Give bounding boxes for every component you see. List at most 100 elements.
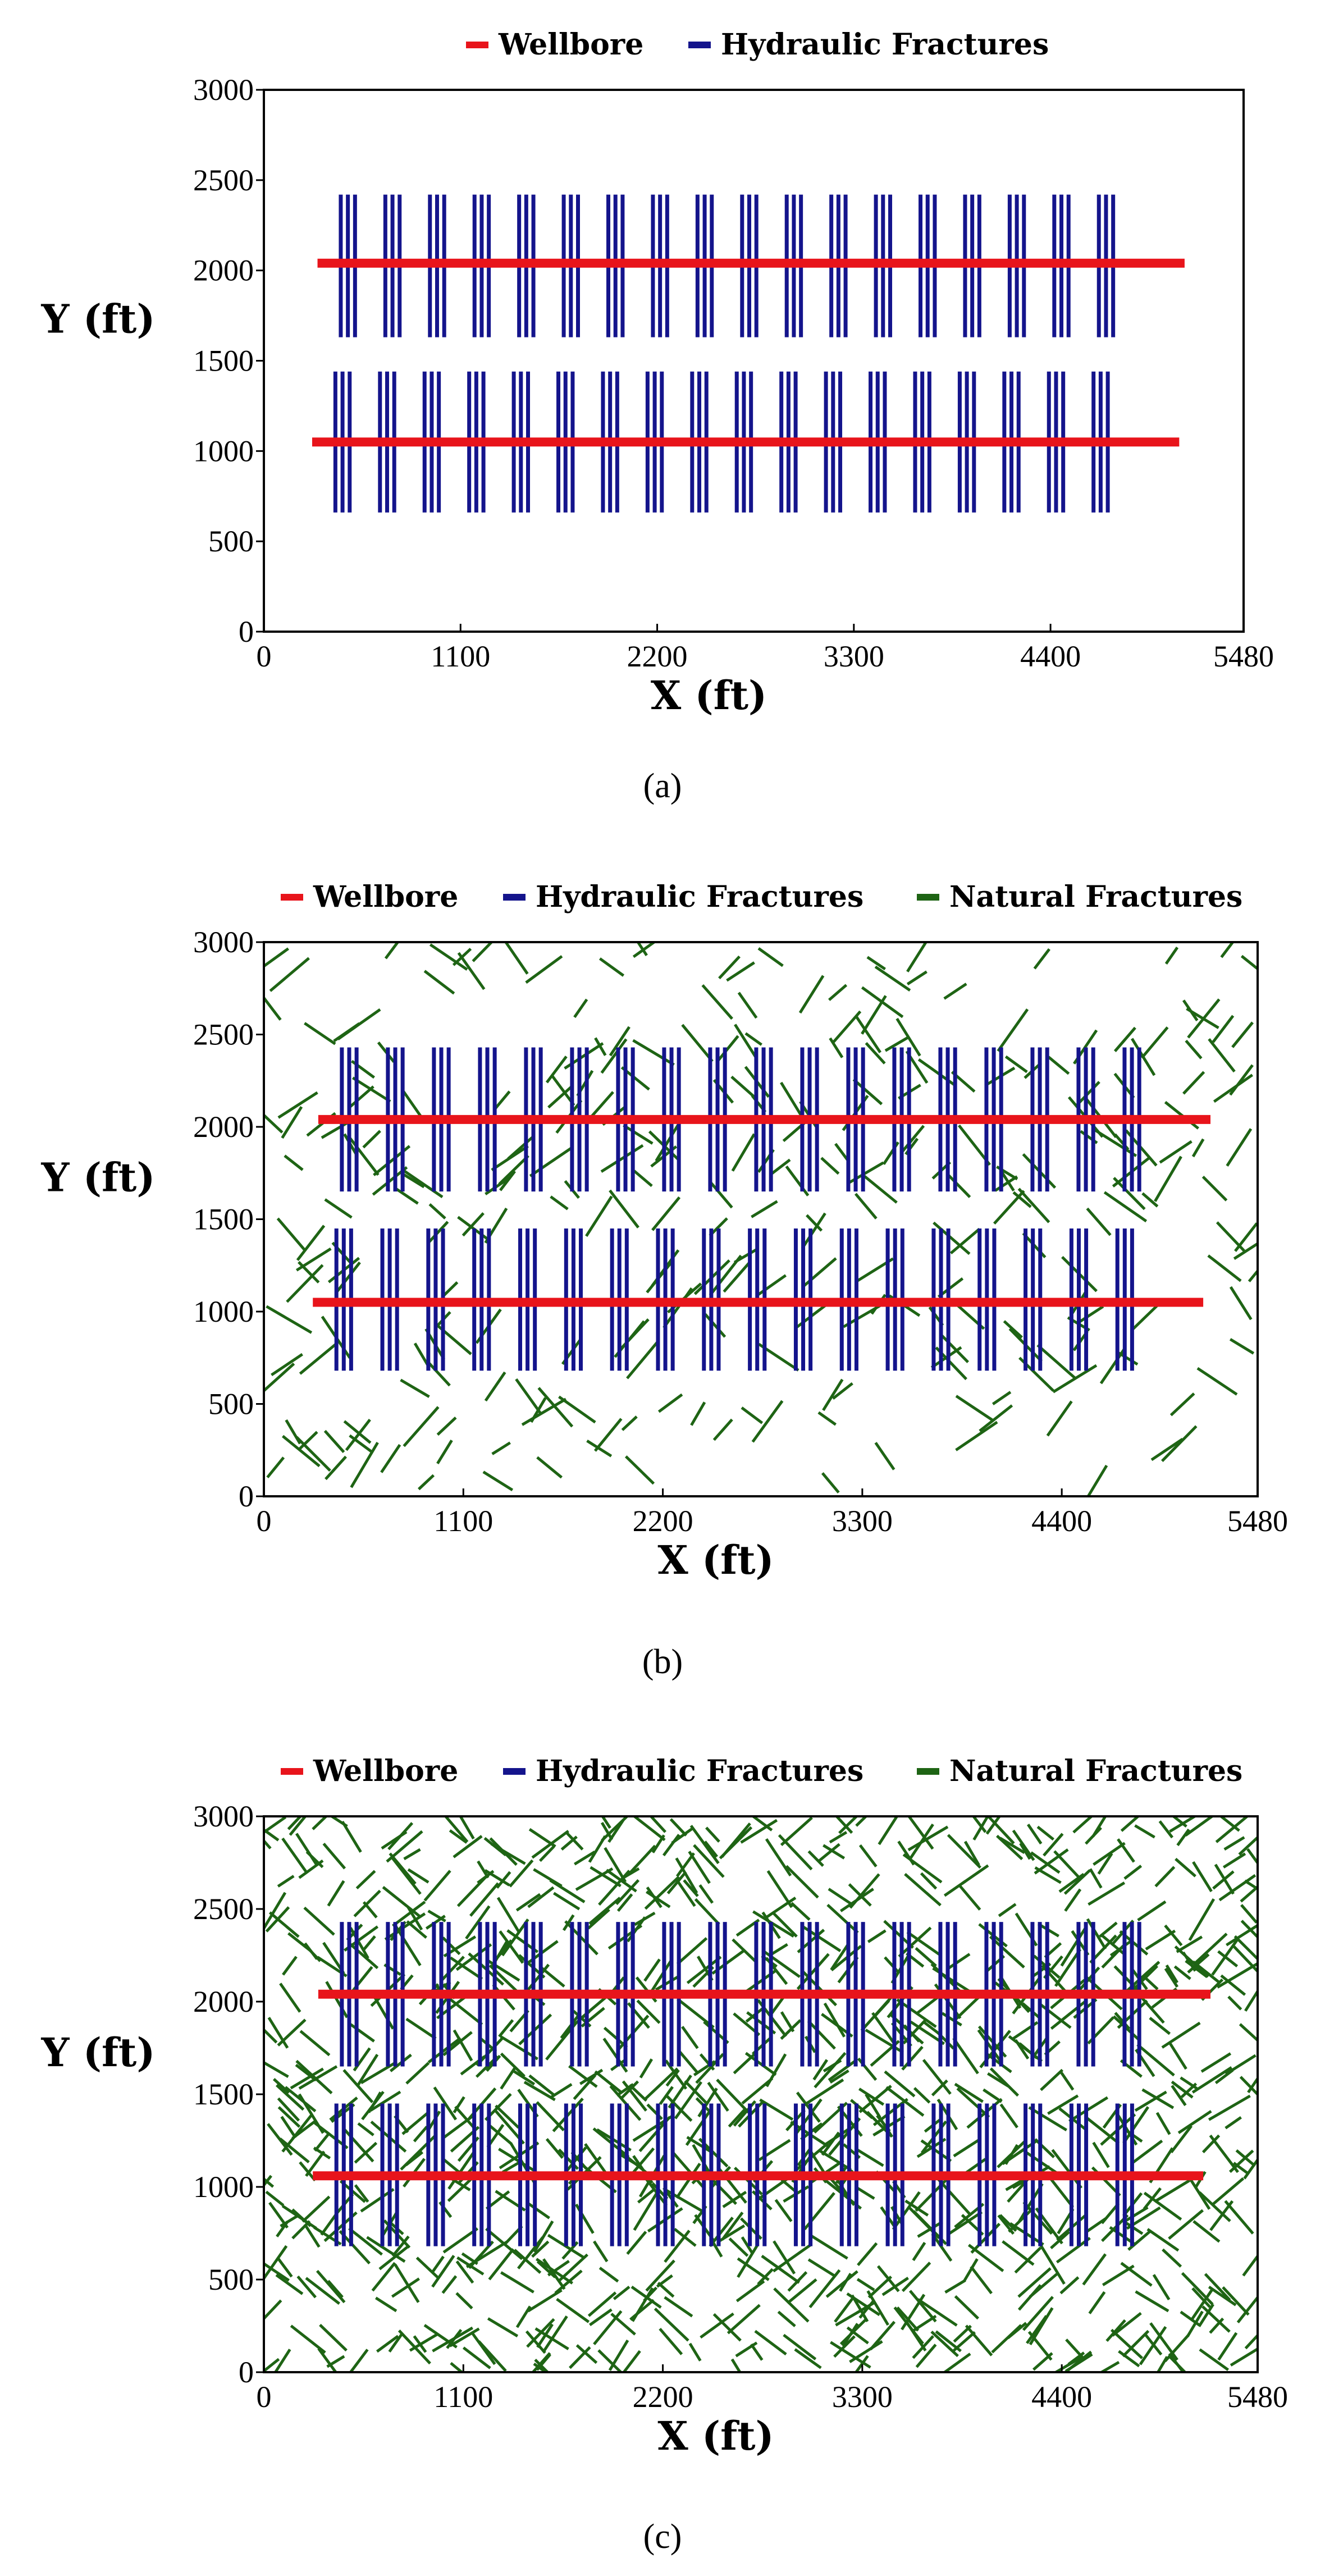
natural-fracture [452,948,472,966]
natural-fracture [1086,1207,1112,1236]
y-tick-label: 2000 [193,1110,254,1144]
y-tick-label: 500 [208,2263,254,2296]
natural-fracture [897,1840,915,1866]
natural-fracture [298,1260,320,1284]
natural-fracture [367,2091,382,2113]
natural-fracture [666,1871,687,1894]
x-tick-label: 2200 [633,1504,693,1538]
natural-fracture [772,2244,812,2273]
natural-fracture [413,2125,428,2143]
natural-fracture [644,2067,679,2100]
natural-fracture [1201,2305,1231,2333]
natural-fracture [484,1869,510,1887]
natural-fracture [431,2255,455,2288]
natural-fracture [454,2105,476,2130]
y-tick-label: 1500 [193,1203,254,1236]
natural-fracture [369,2090,401,2112]
natural-fracture [741,1406,764,1424]
natural-fracture [1226,1128,1253,1167]
natural-fracture [1168,2042,1187,2070]
natural-fracture [432,2326,473,2353]
natural-fracture [662,1834,680,1857]
natural-fracture [362,1935,376,1952]
natural-fracture [579,2068,604,2085]
natural-fracture [954,2295,980,2320]
natural-fracture [1019,1842,1031,1860]
natural-fracture [949,1227,981,1255]
natural-fracture [1177,2110,1212,2134]
natural-fracture [395,1926,422,1966]
natural-fracture [1149,2017,1171,2035]
natural-fracture [1211,2177,1245,2206]
natural-fracture [644,1875,680,1910]
natural-fracture [828,1888,854,1907]
natural-fracture [495,2104,520,2129]
natural-fracture [1004,1055,1028,1074]
natural-fracture [865,1042,886,1065]
natural-fracture [394,2263,420,2303]
natural-fracture [780,1816,813,1847]
natural-fracture [536,1456,563,1479]
natural-fracture [1123,2206,1149,2223]
natural-fracture [820,1157,840,1175]
x-axis-label: X (ft) [651,672,767,719]
natural-fracture [922,2059,952,2095]
natural-fracture [633,1816,666,1842]
natural-fracture [442,2227,479,2254]
natural-fracture [852,1078,883,1106]
natural-fracture [1039,2243,1066,2285]
natural-fracture [1051,2149,1083,2189]
natural-fracture [1198,2191,1231,2222]
y-tick-label: 2500 [193,163,254,197]
x-tick-label: 2200 [633,2380,693,2414]
natural-fracture [349,1085,374,1108]
natural-fracture [275,2084,305,2111]
natural-fracture [665,2069,680,2087]
natural-fracture [1164,1924,1183,1947]
natural-fracture [488,2248,515,2281]
natural-fracture [600,1038,628,1074]
natural-fracture [1077,1305,1104,1324]
natural-fracture [407,1868,430,1884]
natural-fracture [1233,1242,1258,1260]
natural-fracture [500,2271,534,2294]
natural-fracture [1212,1870,1235,1890]
y-tick-label: 1000 [193,1295,254,1328]
panel-caption: (a) [643,767,682,805]
natural-fracture [525,2330,546,2354]
natural-fracture [305,2277,340,2305]
natural-fracture [1040,2068,1064,2091]
natural-fracture [1220,1974,1246,1996]
natural-fracture [681,1024,714,1062]
natural-fracture [1143,2191,1182,2221]
natural-fracture [600,1821,614,1840]
natural-fracture [1141,2088,1175,2109]
natural-fracture [722,2190,747,2208]
natural-fracture [574,1850,596,1866]
natural-fracture [343,1420,372,1444]
natural-fracture [994,1175,1018,1192]
natural-fracture [1191,2066,1232,2094]
natural-fracture [1143,2187,1162,2210]
natural-fracture [1149,2322,1178,2361]
plot-frame [263,1815,1259,2373]
natural-fracture [1173,1965,1191,1980]
natural-fracture [565,1831,584,1851]
natural-fracture [1208,2094,1251,2121]
natural-fracture [1089,1868,1103,1889]
natural-fracture [812,2059,829,2081]
natural-fracture [1180,2310,1201,2327]
natural-fracture [462,1212,485,1237]
natural-fracture [1000,1171,1015,1192]
natural-fracture [867,1929,887,1943]
natural-fracture [901,2045,924,2071]
natural-fracture [1060,1926,1088,1967]
natural-fracture [645,2259,675,2292]
natural-fracture [1097,1852,1113,1875]
natural-fracture [1182,1071,1205,1095]
natural-fracture [913,2087,931,2104]
natural-fracture [1014,2039,1030,2060]
natural-fracture [952,2037,979,2075]
natural-fracture [657,2281,675,2298]
natural-fracture [609,2085,642,2121]
